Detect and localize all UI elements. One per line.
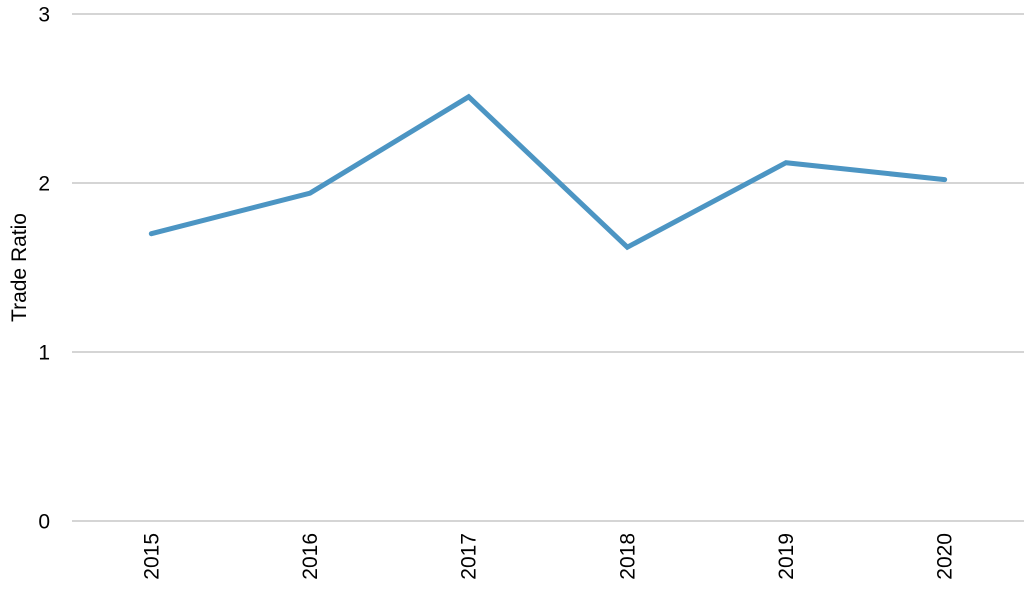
- x-tick-label: 2017: [458, 533, 481, 580]
- y-tick-label: 1: [38, 342, 50, 365]
- y-axis-tick-labels: 0 1 2 3: [38, 4, 50, 534]
- x-axis-tick-labels: 2015 2016 2017 2018 2019 2020: [140, 533, 956, 580]
- y-tick-label: 2: [38, 173, 50, 196]
- y-axis-title: Trade Ratio: [8, 213, 31, 322]
- x-tick-label: 2020: [934, 533, 957, 580]
- trade-ratio-series-line: [148, 93, 948, 251]
- x-tick-label: 2016: [299, 533, 322, 580]
- y-tick-label: 0: [38, 511, 50, 534]
- x-tick-label: 2015: [140, 533, 163, 580]
- gridlines: [72, 13, 1024, 522]
- x-tick-label: 2019: [775, 533, 798, 580]
- y-tick-label: 3: [38, 4, 50, 27]
- x-tick-label: 2018: [616, 533, 639, 580]
